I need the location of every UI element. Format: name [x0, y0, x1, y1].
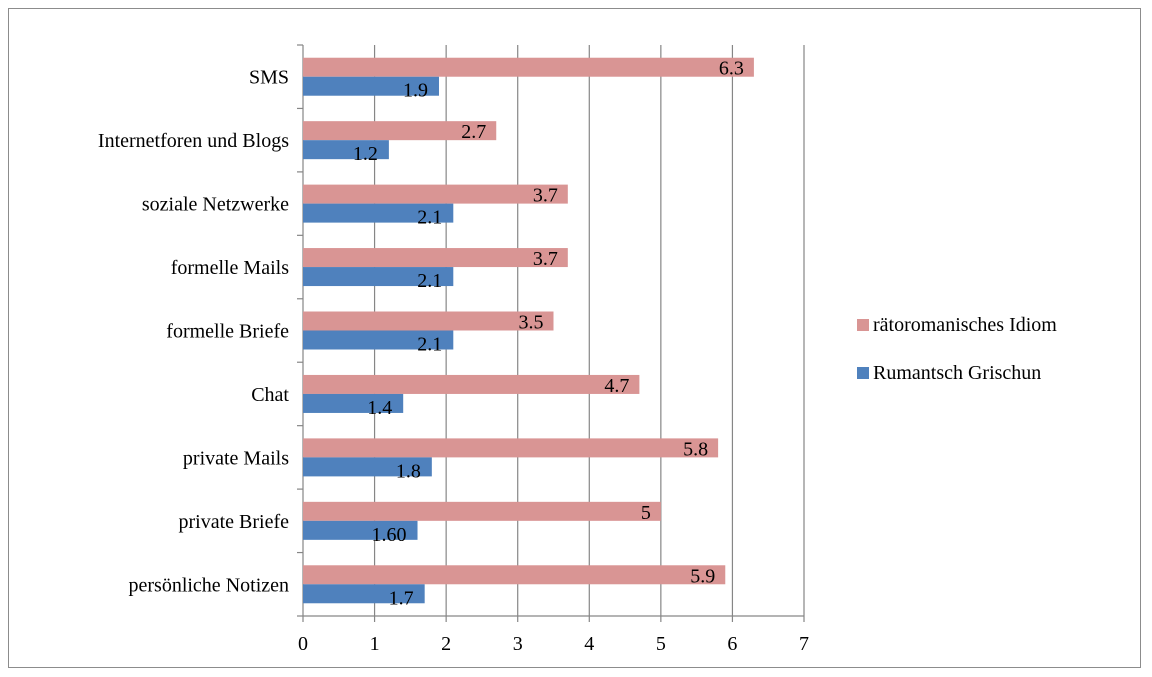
data-label-idiom: 3.5 [519, 312, 544, 334]
data-label-idiom: 4.7 [604, 375, 629, 397]
bar-idiom [303, 184, 568, 204]
x-tick-label-3: 3 [513, 633, 523, 655]
data-label-rumantsch-grischun: 2.1 [417, 270, 442, 292]
bar-rumantsch-grischun [303, 584, 425, 604]
x-tick-label-5: 5 [656, 633, 666, 655]
bar-idiom [303, 374, 640, 394]
data-label-idiom: 5.9 [690, 565, 715, 587]
bar-idiom [303, 311, 554, 331]
x-tick-label-2: 2 [441, 633, 451, 655]
category-label: soziale Netzwerke [142, 194, 289, 216]
x-tick-label-0: 0 [298, 633, 308, 655]
x-tick-label-4: 4 [584, 633, 594, 655]
data-label-rumantsch-grischun: 1.9 [403, 80, 428, 102]
data-label-rumantsch-grischun: 1.4 [367, 397, 392, 419]
data-label-rumantsch-grischun: 2.1 [417, 207, 442, 229]
x-tick-label-6: 6 [727, 633, 737, 655]
category-label: private Briefe [179, 511, 290, 533]
data-label-idiom: 3.7 [533, 185, 558, 207]
data-label-idiom: 3.7 [533, 248, 558, 270]
bar-rumantsch-grischun [303, 393, 404, 413]
data-label-rumantsch-grischun: 1.60 [372, 524, 407, 546]
legend-label: Rumantsch Grischun [873, 362, 1041, 384]
bar-chart: 0 1 2 3 4 5 6 7 persönliche Notizen 5.9 1.7 private… [98, 44, 1057, 655]
bar-rumantsch-grischun [303, 76, 439, 96]
data-label-idiom: 5.8 [683, 438, 708, 460]
data-label-rumantsch-grischun: 2.1 [417, 334, 442, 356]
category-label: formelle Briefe [166, 321, 289, 343]
x-tick-label-7: 7 [799, 633, 809, 655]
bar-idiom [303, 438, 719, 458]
bar-rumantsch-grischun [303, 520, 418, 540]
bar-idiom [303, 248, 568, 268]
x-tick-label-1: 1 [370, 633, 380, 655]
bar-rumantsch-grischun [303, 203, 454, 223]
category-label: formelle Mails [171, 257, 290, 279]
bar-rumantsch-grischun [303, 457, 432, 477]
bar-idiom [303, 121, 497, 141]
data-label-rumantsch-grischun: 1.2 [353, 143, 378, 165]
category-label: persönliche Notizen [129, 574, 290, 596]
category-label: private Mails [183, 447, 289, 469]
data-label-idiom: 5 [641, 502, 651, 524]
bar-rumantsch-grischun [303, 330, 454, 350]
category-label: Internetforen und Blogs [98, 130, 289, 152]
data-label-idiom: 2.7 [461, 121, 486, 143]
bar-rumantsch-grischun [303, 267, 454, 287]
bar-idiom [303, 501, 661, 521]
data-label-idiom: 6.3 [719, 58, 744, 80]
legend-swatch [857, 319, 869, 331]
data-label-rumantsch-grischun: 1.8 [396, 460, 421, 482]
category-label: Chat [251, 384, 289, 406]
data-label-rumantsch-grischun: 1.7 [389, 587, 414, 609]
bar-idiom [303, 565, 726, 585]
legend-label: rätoromanisches Idiom [873, 314, 1057, 336]
bar-idiom [303, 57, 754, 77]
bar-rumantsch-grischun [303, 140, 389, 160]
category-label: SMS [249, 67, 289, 89]
chart-frame: 0 1 2 3 4 5 6 7 persönliche Notizen 5.9 1.7 private… [8, 8, 1141, 668]
legend-swatch [857, 367, 869, 379]
